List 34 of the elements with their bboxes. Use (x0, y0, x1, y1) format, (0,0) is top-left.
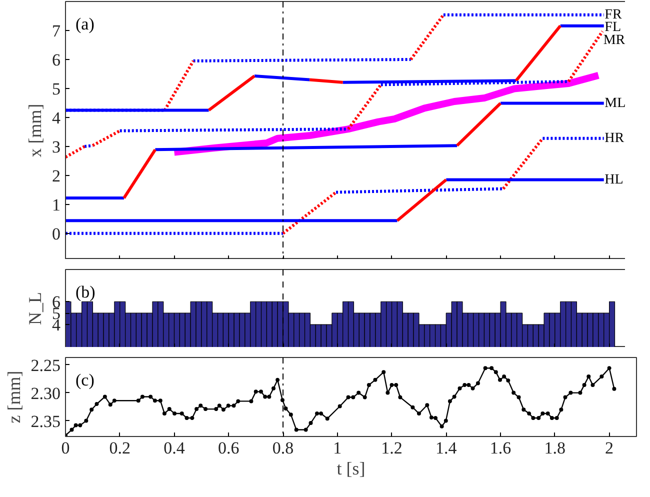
y-tick-label: 2.30 (30, 384, 60, 403)
y-tick-label: 6 (52, 50, 60, 70)
series-label: ML (604, 96, 626, 111)
x-tick-label: 0.2 (109, 438, 131, 458)
annotation: (a) (76, 14, 94, 34)
x-tick-label: 0.8 (272, 438, 294, 458)
y-axis-title: N_L (25, 292, 45, 325)
x-tick-label: 1.8 (544, 438, 566, 458)
y-axis-title: x [mm] (25, 104, 45, 158)
x-tick-label: 0.4 (164, 438, 186, 458)
series-label: FR (604, 7, 622, 22)
y-tick-label: 3 (52, 137, 60, 156)
y-tick-label: 5 (52, 79, 60, 98)
x-tick-label: 1.6 (490, 438, 512, 458)
x-tick-label: 0.6 (218, 438, 240, 458)
x-tick-label: 1 (333, 438, 342, 458)
series-label: HR (604, 130, 625, 146)
y-tick-label: 4 (52, 108, 61, 128)
y-tick-label: 2 (52, 166, 60, 186)
series-label: MR (603, 33, 626, 48)
y-tick-label: 2.35 (30, 412, 60, 431)
y-tick-label: 1 (52, 195, 60, 214)
series-label: HL (604, 172, 624, 188)
x-tick-label: 2 (605, 438, 614, 458)
annotation: (b) (76, 282, 96, 302)
y-axis-title: z [mm] (4, 370, 24, 424)
y-tick-label: 0 (52, 224, 60, 244)
annotation: (c) (76, 370, 94, 390)
y-tick-label: 2.25 (30, 356, 60, 375)
series-label: FL (604, 20, 622, 36)
x-axis-title: t [s] (336, 458, 366, 478)
x-tick-label: 1.2 (381, 438, 402, 458)
x-tick-label: 1.4 (436, 438, 458, 458)
y-tick-label: 7 (52, 21, 61, 40)
